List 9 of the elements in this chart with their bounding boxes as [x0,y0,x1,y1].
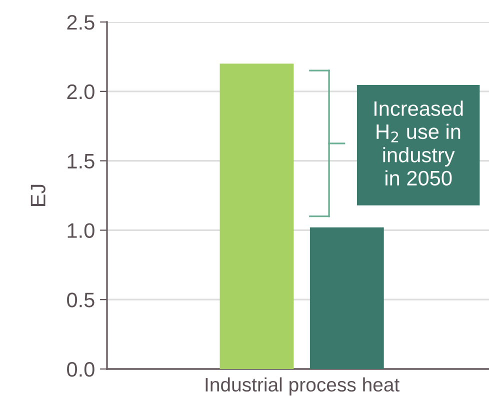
y-tick-label: 2.0 [67,84,94,100]
y-tick-label: 0.0 [67,362,94,377]
text: Increased H$_{2}$ use in industry in 2050 [374,100,463,186]
y-tick-label: 1.5 [68,154,94,169]
y-tick-label: 0.5 [67,292,94,308]
x-tick-label: Industrial process heat [206,377,400,396]
y-tick-label: 2.5 [67,15,94,30]
y-axis-title: EJ [30,184,46,206]
y-tick-label: 1.0 [68,223,94,238]
